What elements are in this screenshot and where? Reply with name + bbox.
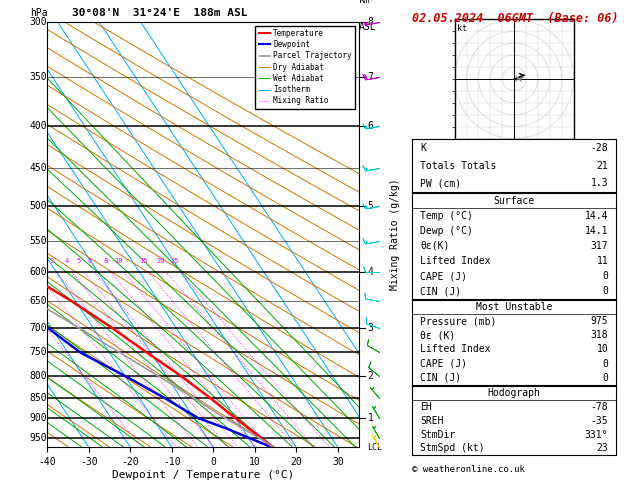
Text: 14.1: 14.1	[585, 226, 608, 236]
Text: SREH: SREH	[420, 416, 443, 426]
Text: 600: 600	[29, 267, 47, 277]
Text: 5: 5	[367, 201, 374, 211]
Text: 5: 5	[77, 258, 81, 264]
Text: Dewp (°C): Dewp (°C)	[420, 226, 473, 236]
Text: 25: 25	[171, 258, 179, 264]
Text: 650: 650	[29, 296, 47, 306]
Text: 11: 11	[596, 256, 608, 266]
Text: 331°: 331°	[585, 430, 608, 439]
Text: CAPE (J): CAPE (J)	[420, 359, 467, 369]
Text: 8: 8	[367, 17, 374, 27]
Text: -35: -35	[591, 416, 608, 426]
Text: 4: 4	[65, 258, 69, 264]
Text: CIN (J): CIN (J)	[420, 286, 461, 296]
Text: -78: -78	[591, 402, 608, 412]
Text: 2: 2	[367, 371, 374, 381]
Text: 20: 20	[157, 258, 165, 264]
Text: 02.05.2024  06GMT  (Base: 06): 02.05.2024 06GMT (Base: 06)	[412, 12, 618, 25]
Text: 6: 6	[367, 121, 374, 131]
Text: km: km	[359, 0, 370, 5]
Text: 975: 975	[591, 316, 608, 326]
Text: 10: 10	[596, 345, 608, 354]
Text: 450: 450	[29, 163, 47, 173]
Text: LCL: LCL	[367, 443, 382, 451]
Text: 300: 300	[29, 17, 47, 27]
Text: 700: 700	[29, 323, 47, 332]
Text: 3: 3	[367, 323, 374, 332]
Text: 1: 1	[367, 413, 374, 423]
Text: 0: 0	[603, 286, 608, 296]
Text: 1.3: 1.3	[591, 178, 608, 188]
Text: 23: 23	[596, 443, 608, 453]
Text: 0: 0	[603, 271, 608, 281]
Text: hPa: hPa	[30, 8, 48, 17]
Text: CAPE (J): CAPE (J)	[420, 271, 467, 281]
X-axis label: Dewpoint / Temperature (°C): Dewpoint / Temperature (°C)	[112, 469, 294, 480]
Text: 30°08'N  31°24'E  188m ASL: 30°08'N 31°24'E 188m ASL	[72, 8, 248, 17]
Text: Most Unstable: Most Unstable	[476, 302, 552, 312]
Text: K: K	[420, 143, 426, 153]
Text: 950: 950	[29, 433, 47, 443]
Text: Hodograph: Hodograph	[487, 388, 541, 398]
Text: 0: 0	[603, 373, 608, 383]
Text: 750: 750	[29, 347, 47, 358]
Text: StmSpd (kt): StmSpd (kt)	[420, 443, 485, 453]
Text: 550: 550	[29, 236, 47, 245]
Text: 500: 500	[29, 201, 47, 211]
Text: 350: 350	[29, 72, 47, 83]
Text: 6: 6	[87, 258, 91, 264]
Text: 14.4: 14.4	[585, 210, 608, 221]
Text: 21: 21	[596, 161, 608, 171]
Text: Pressure (mb): Pressure (mb)	[420, 316, 496, 326]
Text: 15: 15	[139, 258, 147, 264]
Text: Temp (°C): Temp (°C)	[420, 210, 473, 221]
Text: EH: EH	[420, 402, 432, 412]
Text: StmDir: StmDir	[420, 430, 455, 439]
Text: Mixing Ratio (g/kg): Mixing Ratio (g/kg)	[390, 179, 400, 290]
Text: Lifted Index: Lifted Index	[420, 345, 491, 354]
Text: 0: 0	[603, 359, 608, 369]
Text: PW (cm): PW (cm)	[420, 178, 461, 188]
Text: 800: 800	[29, 371, 47, 381]
Text: kt: kt	[457, 24, 467, 33]
Text: Lifted Index: Lifted Index	[420, 256, 491, 266]
Text: 900: 900	[29, 413, 47, 423]
Text: CIN (J): CIN (J)	[420, 373, 461, 383]
Text: θε(K): θε(K)	[420, 241, 450, 251]
Text: 400: 400	[29, 121, 47, 131]
Text: 317: 317	[591, 241, 608, 251]
Text: 8: 8	[103, 258, 108, 264]
Text: 4: 4	[367, 267, 374, 277]
Text: Surface: Surface	[494, 195, 535, 206]
Text: 7: 7	[367, 72, 374, 83]
Text: -28: -28	[591, 143, 608, 153]
Text: 850: 850	[29, 393, 47, 402]
Text: 318: 318	[591, 330, 608, 340]
Text: Totals Totals: Totals Totals	[420, 161, 496, 171]
Text: 3: 3	[50, 258, 53, 264]
Text: © weatheronline.co.uk: © weatheronline.co.uk	[412, 465, 525, 474]
Legend: Temperature, Dewpoint, Parcel Trajectory, Dry Adiabat, Wet Adiabat, Isotherm, Mi: Temperature, Dewpoint, Parcel Trajectory…	[255, 26, 355, 108]
Text: θε (K): θε (K)	[420, 330, 455, 340]
Text: 10: 10	[114, 258, 123, 264]
Text: ASL: ASL	[359, 22, 376, 32]
